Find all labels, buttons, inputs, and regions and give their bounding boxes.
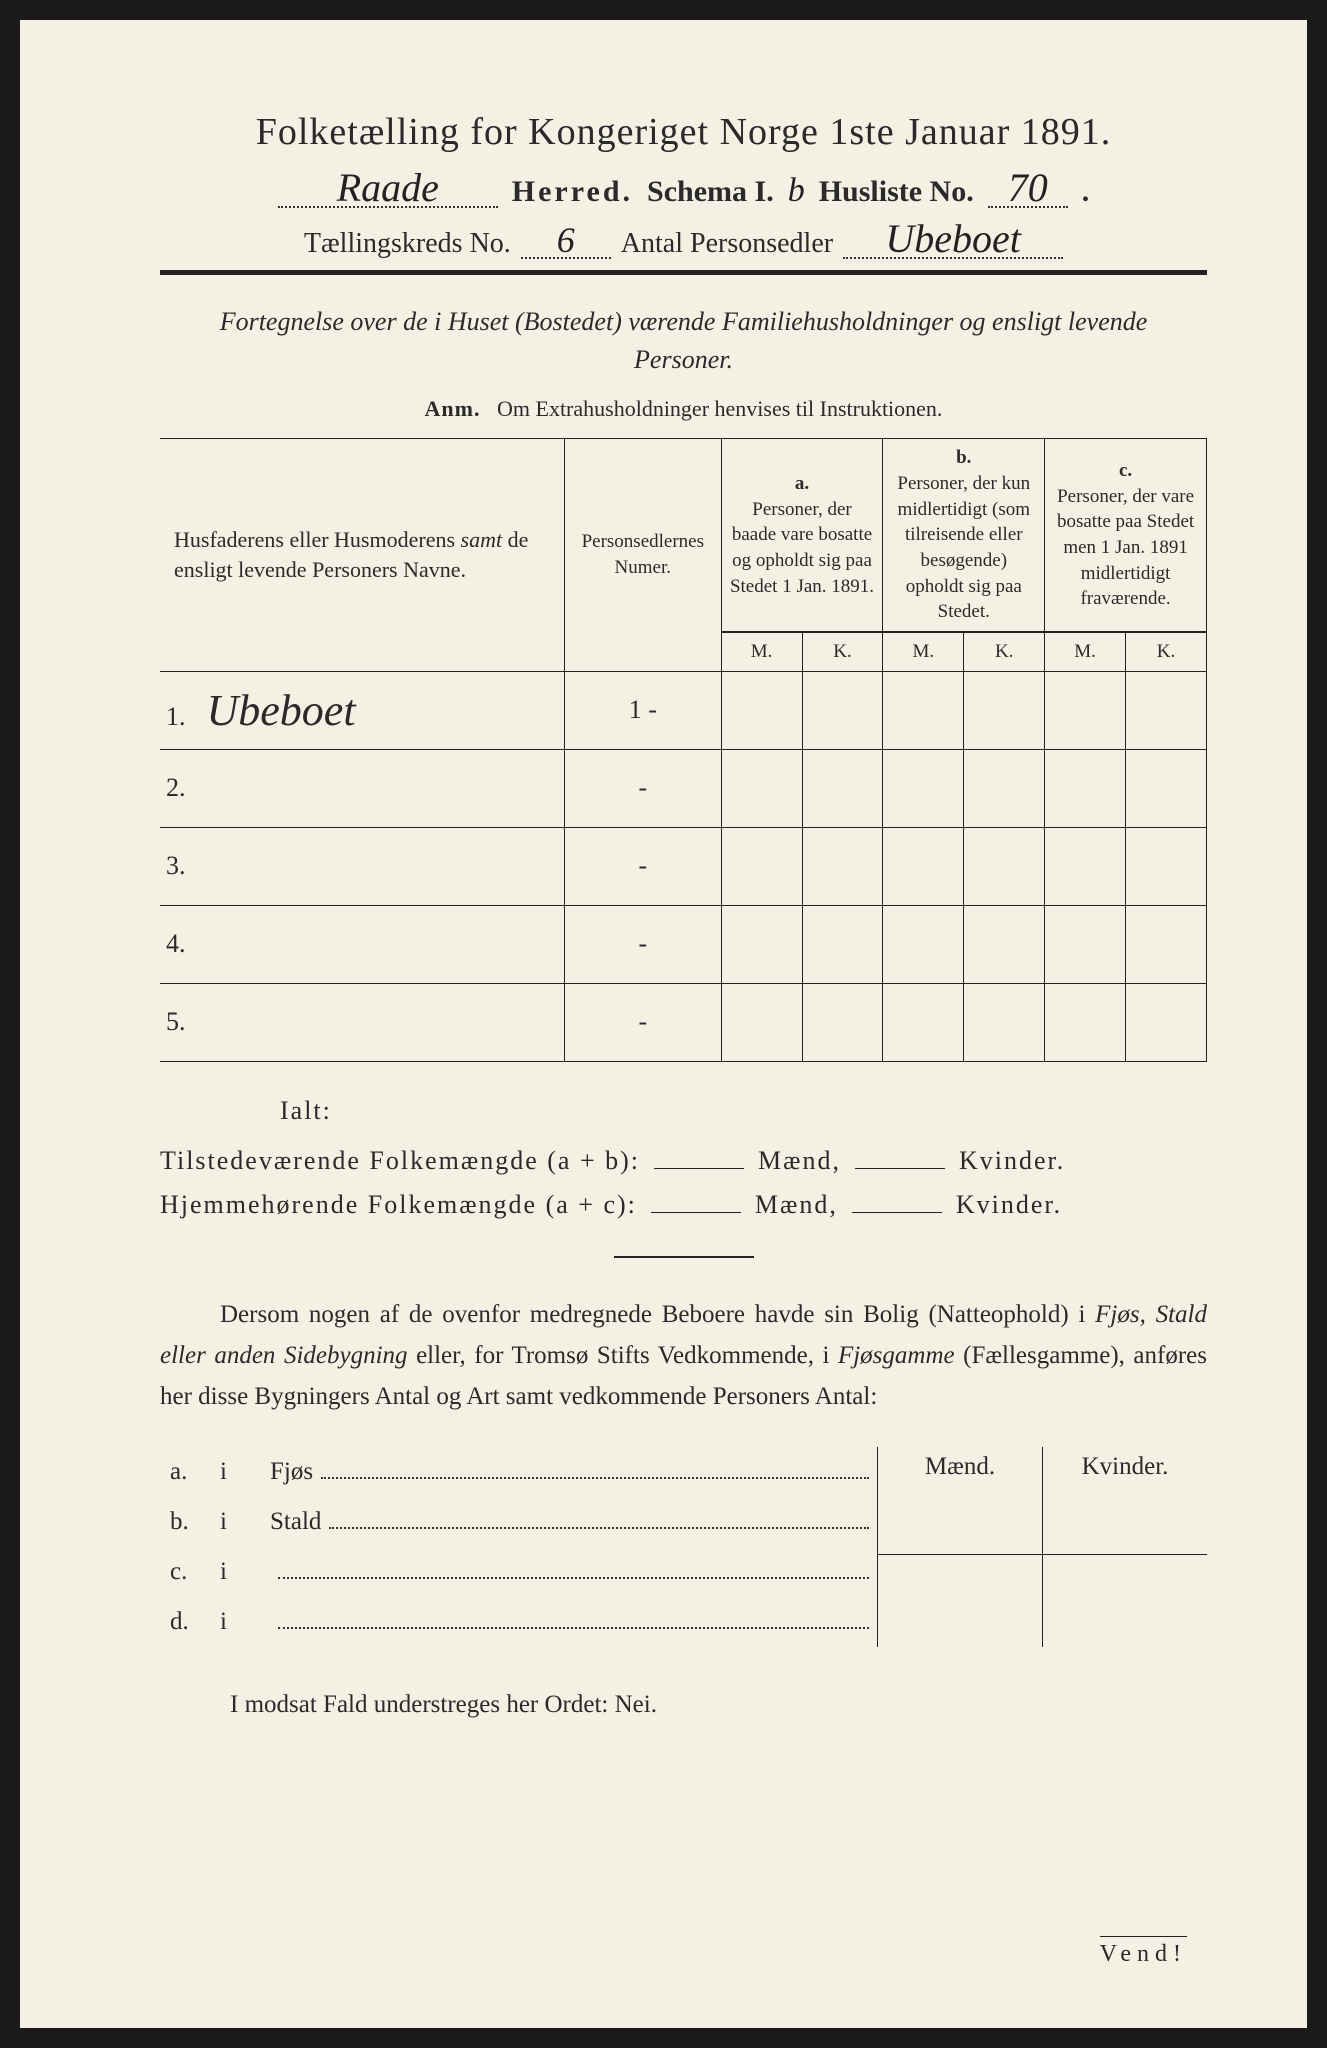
table-row: 5. - [160,983,1207,1061]
kreds-line: Tællingskreds No. 6 Antal Personsedler U… [160,223,1207,260]
sum-present: Tilstedeværende Folkemængde (a + b): Mæn… [160,1146,1207,1176]
husliste-value: 70 [988,172,1068,208]
divider-short [614,1256,754,1258]
census-form-page: Folketælling for Kongeriget Norge 1ste J… [20,20,1307,2028]
th-a: a. Personer, der baade vare bosatte og o… [721,439,883,631]
table-row: 4. - [160,905,1207,983]
anm-text: Om Extrahusholdninger henvises til Instr… [497,396,942,421]
husliste-label: Husliste No. [819,175,974,209]
antal-value: Ubeboet [843,223,1063,259]
th-b-k: K. [964,632,1045,671]
kvinder-head: Kvinder. [1043,1447,1207,1555]
ialt-label: Ialt: [280,1096,1207,1126]
table-row: 3. - [160,827,1207,905]
subtitle: Fortegnelse over de i Huset (Bostedet) v… [160,303,1207,378]
th-b-m: M. [883,632,964,671]
page-title: Folketælling for Kongeriget Norge 1ste J… [160,110,1207,154]
th-c-m: M. [1045,632,1126,671]
th-a-m: M. [721,632,802,671]
th-c-k: K. [1126,632,1207,671]
table-body: 1. Ubeboet 1 - 2. - 3. - 4. - 5. - [160,671,1207,1061]
th-a-k: K. [802,632,883,671]
sum-resident: Hjemmehørende Folkemængde (a + c): Mænd,… [160,1190,1207,1220]
table-row: 2. - [160,749,1207,827]
vend-label: Vend! [1100,1936,1187,1968]
nei-line: I modsat Fald understreges her Ordet: Ne… [160,1691,1207,1719]
lodging-paragraph: Dersom nogen af de ovenfor medregnede Be… [160,1294,1207,1418]
lodging-row: d. i [160,1597,877,1647]
maend-head: Mænd. [878,1447,1042,1555]
anm-prefix: Anm. [425,396,481,421]
th-name: Husfaderens eller Husmoderens samt de en… [160,439,564,671]
lodging-row: a. i Fjøs [160,1447,877,1497]
lodging-table: a. i Fjøs b. i Stald c. i d. i [160,1447,1207,1647]
table-row: 1. Ubeboet 1 - [160,671,1207,749]
divider-thick [160,270,1207,275]
th-c: c. Personer, der vare bosatte paa Stedet… [1045,439,1207,631]
th-b: b. Personer, der kun midlertidigt (som t… [883,439,1045,631]
th-num: Personsedlernes Numer. [564,439,721,671]
kreds-value: 6 [521,226,611,259]
household-table: Husfaderens eller Husmoderens samt de en… [160,438,1207,1061]
lodging-row: c. i [160,1547,877,1597]
lodging-row: b. i Stald [160,1497,877,1547]
herred-value: Raade [278,172,498,208]
herred-line: Raade Herred. Schema I. b Husliste No. 7… [160,172,1207,209]
anm-line: Anm. Om Extrahusholdninger henvises til … [160,396,1207,422]
kreds-label: Tællingskreds No. [304,228,511,260]
herred-label: Herred. [512,175,633,209]
antal-label: Antal Personsedler [621,228,833,260]
schema-label: Schema I. [647,175,774,209]
schema-sub: b [788,177,805,204]
